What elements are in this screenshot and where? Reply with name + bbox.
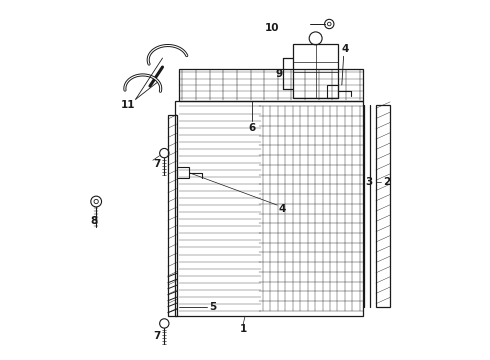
Text: 1: 1 — [240, 324, 247, 334]
Text: 7: 7 — [153, 331, 161, 341]
Text: 3: 3 — [365, 177, 372, 187]
Text: 7: 7 — [153, 159, 161, 169]
Text: 11: 11 — [121, 100, 136, 110]
Text: 4: 4 — [342, 44, 349, 54]
Text: 9: 9 — [275, 69, 283, 79]
Text: 5: 5 — [209, 302, 217, 312]
Text: 10: 10 — [265, 23, 279, 33]
Text: 2: 2 — [383, 177, 390, 187]
Text: 6: 6 — [248, 123, 256, 133]
Text: 8: 8 — [91, 216, 98, 226]
Text: 4: 4 — [279, 204, 286, 214]
